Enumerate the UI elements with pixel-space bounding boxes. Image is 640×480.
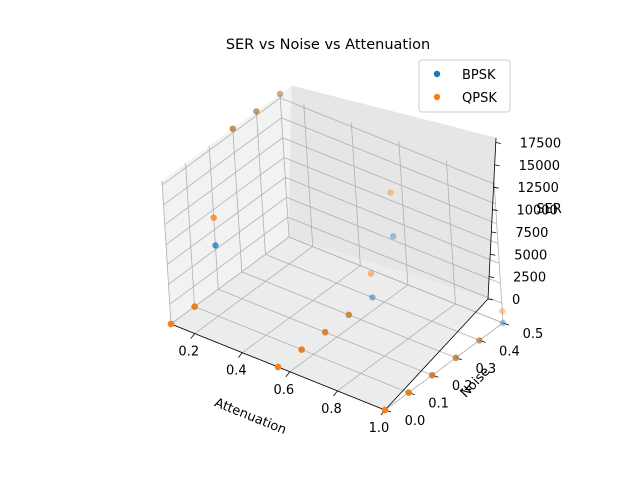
z-tick-label: 7500 [515,226,548,241]
y-tick-label: 0.0 [405,414,426,429]
data-point-qpsk [381,406,389,414]
x-tick-label: 1.0 [369,421,390,436]
z-grid-line [165,157,285,245]
data-point-bpsk [369,294,376,301]
legend-marker-qpsk [433,93,441,101]
x-tick-label: 0.6 [274,383,295,398]
data-point-qpsk [387,189,394,196]
legend: BPSK QPSK [418,59,511,113]
data-point-qpsk [276,90,284,98]
z-tick-label: 15000 [519,159,560,174]
z-tick-label: 2500 [513,271,546,286]
x-axis-label: Attenuation [212,396,288,438]
x-tick-mark [333,390,338,397]
z-grid-line [287,216,502,304]
y-tick-label: 0.1 [428,397,449,412]
data-point-qpsk [274,363,282,371]
legend-frame [418,59,511,113]
legend-marker-bpsk [433,70,441,78]
z-grid-line [170,236,290,325]
z-tick-label: 12500 [518,181,559,196]
z-tick-label: 17500 [520,136,561,151]
z-grid-line [169,216,288,305]
z-axis-label: SER [536,202,562,217]
data-point-qpsk [499,307,506,315]
data-point-qpsk [367,270,375,277]
chart-title: SER vs Noise vs Attenuation [226,37,430,53]
z-grid-line [168,196,287,285]
y-axis-line [384,298,489,411]
data-point-qpsk [229,125,236,132]
x-tick-mark [190,333,196,339]
x-tick-label: 0.2 [178,345,199,360]
data-point-bpsk [390,233,397,240]
z-grid-line [288,236,504,324]
z-tick-mark [492,209,498,211]
data-point-qpsk [298,346,305,353]
x-grid-line [337,303,456,392]
data-point-bpsk [499,319,507,327]
x-grid-line [242,265,361,353]
data-point-bpsk [276,90,284,98]
z-tick-mark [495,142,501,144]
z-tick-label: 5000 [514,248,547,263]
x-grid-line [289,284,409,373]
legend-label-bpsk: BPSK [462,68,496,83]
z-grid-line [162,97,281,186]
data-points [167,90,507,414]
z-grid-line [163,117,282,206]
z-tick-mark [487,298,494,301]
z-tick-mark [493,186,499,189]
z-grid-line [283,157,499,244]
y-tick-label: 0.5 [523,327,544,342]
z-tick-labels: 0 2500 5000 7500 10000 12500 15000 17500 [512,136,561,308]
legend-label-qpsk: QPSK [462,91,497,106]
z-grid-line [286,196,501,284]
data-point-qpsk [345,311,352,318]
data-point-qpsk [167,320,175,328]
data-point-bpsk [212,242,219,249]
z-tick-mark [491,231,497,234]
z-grid-line [280,97,495,185]
data-point-qpsk [191,303,198,310]
z-tick-label: 0 [512,293,520,308]
x-tick-label: 0.4 [226,364,247,379]
z-tick-mark [490,253,496,256]
x-grid-line [384,322,504,411]
z-grid-line [285,177,500,264]
data-point-qpsk [476,337,483,344]
x-tick-labels: 0.2 0.4 0.6 0.8 1.0 [178,345,389,436]
data-point-qpsk [210,214,217,221]
data-point-qpsk [322,329,329,336]
z-tick-mark [489,276,495,279]
data-point-qpsk [429,372,436,379]
x-grid-line [194,246,314,334]
y-tick-label: 0.3 [475,362,496,377]
z-grid-line [167,177,286,265]
y-tick-label: 0.2 [452,379,473,394]
y-tick-labels: 0.0 0.1 0.2 0.3 0.4 0.5 [405,327,544,429]
y-tick-label: 0.4 [499,344,520,359]
z-grid-line [164,137,283,226]
z-tick-label: 10000 [516,204,557,219]
y-tick-mark [502,322,510,326]
data-point-qpsk [405,389,412,396]
axes-panes [161,85,497,411]
data-point-qpsk [253,108,260,115]
data-point-qpsk [452,354,459,361]
z-tick-mark [494,164,500,167]
x-tick-label: 0.8 [321,402,342,417]
x-tick-mark [285,371,291,378]
z-grid-line [282,137,497,225]
z-grid-line [281,117,496,205]
x-tick-mark [238,352,243,358]
